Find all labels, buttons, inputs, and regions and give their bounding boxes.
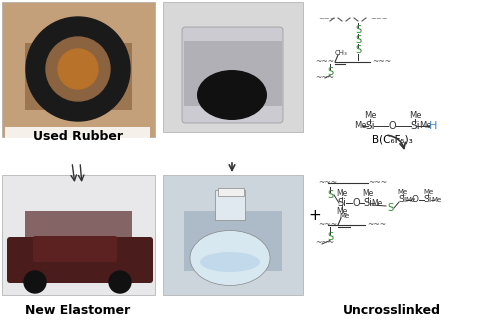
Text: ~~~: ~~~ xyxy=(370,16,388,22)
Text: ~~~: ~~~ xyxy=(318,220,337,230)
Text: O: O xyxy=(388,121,396,131)
Text: Me: Me xyxy=(364,112,376,121)
Bar xyxy=(5,127,150,145)
Text: Si: Si xyxy=(410,121,420,131)
Text: S: S xyxy=(355,45,361,55)
Bar xyxy=(184,211,282,271)
Text: Me: Me xyxy=(362,190,373,198)
Text: +: + xyxy=(309,208,322,222)
Bar xyxy=(218,188,244,196)
Text: S: S xyxy=(327,190,333,200)
Text: Si: Si xyxy=(337,198,347,208)
Text: O: O xyxy=(352,198,360,208)
FancyBboxPatch shape xyxy=(182,27,283,123)
Text: S: S xyxy=(327,67,333,77)
Circle shape xyxy=(109,271,131,293)
FancyBboxPatch shape xyxy=(7,237,153,283)
Text: S: S xyxy=(355,25,361,35)
Text: B(C₆F₅)₃: B(C₆F₅)₃ xyxy=(372,135,412,145)
Circle shape xyxy=(26,17,130,121)
Text: Used Rubber: Used Rubber xyxy=(33,129,123,143)
Text: ~~~: ~~~ xyxy=(318,16,336,22)
Circle shape xyxy=(46,37,110,101)
Text: ~~~: ~~~ xyxy=(315,74,334,82)
Text: New Elastomer: New Elastomer xyxy=(25,303,131,317)
Text: Me: Me xyxy=(336,208,348,216)
Text: Si: Si xyxy=(365,121,375,131)
Text: Me: Me xyxy=(339,213,349,219)
Bar xyxy=(215,190,245,220)
Text: ~~~: ~~~ xyxy=(372,58,391,66)
Ellipse shape xyxy=(190,231,270,285)
Text: O: O xyxy=(411,196,419,204)
Text: S: S xyxy=(327,232,333,242)
Bar xyxy=(25,43,132,110)
Bar xyxy=(184,41,282,106)
Text: Si: Si xyxy=(424,196,432,204)
Text: Si: Si xyxy=(399,196,407,204)
Bar xyxy=(2,2,155,137)
Text: Me: Me xyxy=(406,197,416,203)
Bar xyxy=(25,211,132,271)
Text: Me: Me xyxy=(372,198,383,208)
Text: Me: Me xyxy=(398,189,408,195)
Bar xyxy=(163,175,303,295)
Text: Me: Me xyxy=(409,112,421,121)
Bar xyxy=(163,2,303,132)
Text: Me: Me xyxy=(423,189,433,195)
Ellipse shape xyxy=(200,252,260,272)
Text: Me: Me xyxy=(431,197,441,203)
Text: ~~~: ~~~ xyxy=(368,179,387,187)
Text: H: H xyxy=(429,121,437,131)
Text: Me: Me xyxy=(354,122,366,130)
Text: CH₃: CH₃ xyxy=(335,50,348,56)
Text: Si: Si xyxy=(363,198,372,208)
Text: ~~~: ~~~ xyxy=(367,220,386,230)
FancyBboxPatch shape xyxy=(33,236,117,262)
Circle shape xyxy=(58,49,98,89)
Text: S: S xyxy=(387,203,393,213)
Text: ~~~: ~~~ xyxy=(318,179,337,187)
Ellipse shape xyxy=(197,70,267,120)
Bar xyxy=(2,175,155,295)
Circle shape xyxy=(24,271,46,293)
Text: Uncrosslinked: Uncrosslinked xyxy=(343,303,441,317)
Text: ~~~: ~~~ xyxy=(315,238,334,248)
Text: Me: Me xyxy=(336,190,348,198)
Text: ~~~: ~~~ xyxy=(315,58,334,66)
Text: S: S xyxy=(355,35,361,45)
Text: Me: Me xyxy=(419,122,431,130)
